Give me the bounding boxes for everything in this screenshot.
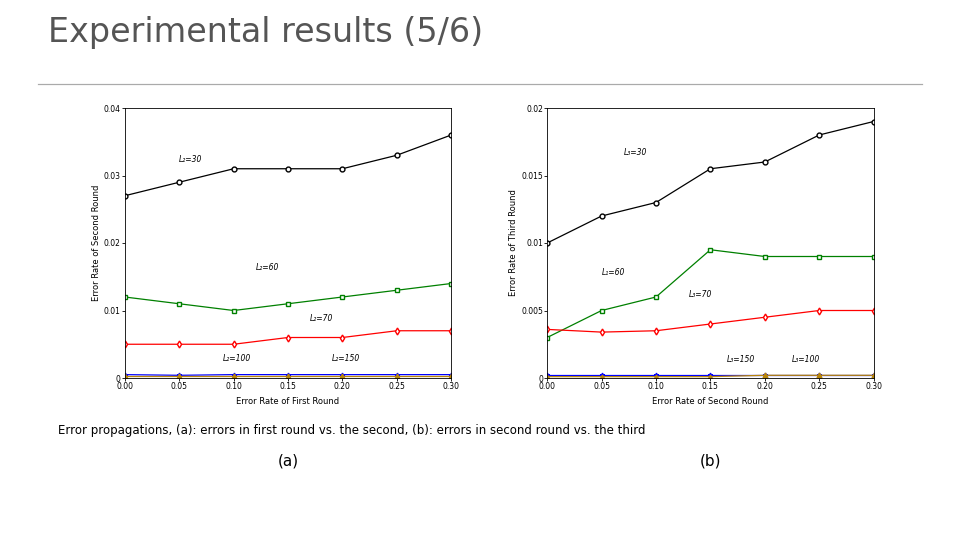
Text: L₃=100: L₃=100 <box>792 355 820 364</box>
Text: Experimental results (5/6): Experimental results (5/6) <box>48 16 483 49</box>
Text: L₂=100: L₂=100 <box>223 354 251 363</box>
X-axis label: Error Rate of Second Round: Error Rate of Second Round <box>652 397 769 406</box>
Text: L₃=30: L₃=30 <box>623 148 647 157</box>
Text: Error propagations, (a): errors in first round vs. the second, (b): errors in se: Error propagations, (a): errors in first… <box>58 424 645 437</box>
Y-axis label: Error Rate of Second Round: Error Rate of Second Round <box>92 185 101 301</box>
Y-axis label: Error Rate of Third Round: Error Rate of Third Round <box>510 190 518 296</box>
Text: L₃=150: L₃=150 <box>727 355 755 364</box>
Text: (a): (a) <box>277 454 299 469</box>
Text: L₂=70: L₂=70 <box>310 314 333 322</box>
Text: 22: 22 <box>922 521 936 531</box>
Text: L₂=60: L₂=60 <box>255 263 278 272</box>
Text: L₃=70: L₃=70 <box>688 290 712 299</box>
Text: L₂=30: L₂=30 <box>180 155 203 164</box>
Text: L₁=60: L₁=60 <box>602 268 625 278</box>
Text: (b): (b) <box>700 454 721 469</box>
Text: L₂=150: L₂=150 <box>331 354 360 363</box>
X-axis label: Error Rate of First Round: Error Rate of First Round <box>236 397 340 406</box>
